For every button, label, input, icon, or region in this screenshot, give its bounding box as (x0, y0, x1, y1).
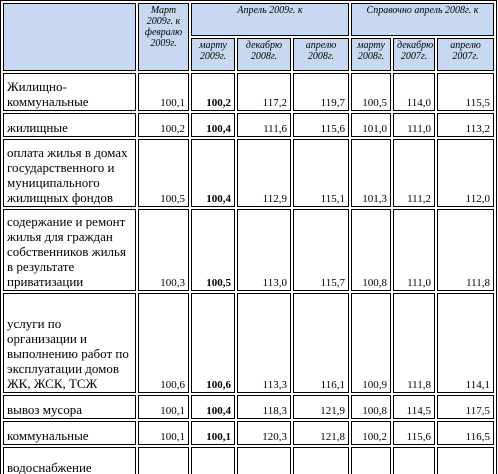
value-cell: 115,7 (293, 209, 350, 291)
value-cell: 115,1 (293, 139, 350, 207)
empty-cell (293, 447, 350, 474)
table-row: Жилищно-коммунальные 100,1 100,2 117,2 119,7… (3, 73, 494, 111)
value-cell: 100,6 (191, 293, 235, 393)
value-cell: 100,1 (138, 395, 189, 419)
header-cell: Март 2009г. к февралю 2009г. (138, 3, 189, 71)
table-row: коммунальные 100,1 100,1 120,3 121,8 100,2 115… (3, 421, 494, 445)
table-row: жилищные 100,2 100,4 111,6 115,6 101,0 111,0 11… (3, 113, 494, 137)
row-label: услуги по организации и выполнению работ… (3, 293, 136, 393)
table-row: оплата жилья в домах государственного и … (3, 139, 494, 207)
value-cell: 114,1 (437, 293, 494, 393)
value-cell: 112,9 (237, 139, 291, 207)
value-cell: 113,0 (237, 209, 291, 291)
subheader-cell: марту 2008г. (351, 38, 392, 71)
header-group: Апрель 2009г. к (191, 3, 350, 36)
value-cell: 101,3 (351, 139, 392, 207)
empty-cell (191, 447, 235, 474)
row-label: водоснабжение (3, 447, 136, 474)
empty-cell (237, 447, 291, 474)
value-cell: 100,8 (351, 209, 392, 291)
value-cell: 112,0 (437, 139, 494, 207)
value-cell: 111,2 (393, 139, 436, 207)
value-cell: 116,5 (437, 421, 494, 445)
value-cell: 101,0 (351, 113, 392, 137)
value-cell: 121,9 (293, 395, 350, 419)
value-cell: 100,5 (138, 139, 189, 207)
value-cell: 111,8 (437, 209, 494, 291)
empty-cell (351, 447, 392, 474)
value-cell: 111,0 (393, 113, 436, 137)
table-row: вывоз мусора 100,1 100,4 118,3 121,9 100,8 114… (3, 395, 494, 419)
row-label: оплата жилья в домах государственного и … (3, 139, 136, 207)
value-cell: 100,2 (191, 73, 235, 111)
table-row: услуги по организации и выполнению работ… (3, 293, 494, 393)
corner-cell (3, 3, 136, 71)
value-cell: 100,2 (138, 113, 189, 137)
value-cell: 114,5 (393, 395, 436, 419)
subheader-cell: декабрю 2008г. (237, 38, 291, 71)
value-cell: 115,6 (393, 421, 436, 445)
value-cell: 100,5 (191, 209, 235, 291)
value-cell: 100,6 (138, 293, 189, 393)
value-cell: 120,3 (237, 421, 291, 445)
empty-cell (138, 447, 189, 474)
value-cell: 114,0 (393, 73, 436, 111)
header-group: Справочно апрель 2008г. к (351, 3, 494, 36)
value-cell: 100,4 (191, 113, 235, 137)
row-label: коммунальные (3, 421, 136, 445)
value-cell: 115,5 (437, 73, 494, 111)
value-cell: 100,4 (191, 395, 235, 419)
value-cell: 117,2 (237, 73, 291, 111)
value-cell: 115,6 (293, 113, 350, 137)
table-row: водоснабжение (3, 447, 494, 474)
value-cell: 100,1 (138, 73, 189, 111)
subheader-cell: апрелю 2008г. (293, 38, 350, 71)
row-label: содержание и ремонт жилья для граждан со… (3, 209, 136, 291)
value-cell: 116,1 (293, 293, 350, 393)
value-cell: 117,5 (437, 395, 494, 419)
value-cell: 113,3 (237, 293, 291, 393)
value-cell: 100,4 (191, 139, 235, 207)
value-cell: 100,5 (351, 73, 392, 111)
row-label: Жилищно-коммунальные (3, 73, 136, 111)
value-cell: 100,1 (191, 421, 235, 445)
subheader-cell: марту 2009г. (191, 38, 235, 71)
value-cell: 111,6 (237, 113, 291, 137)
empty-cell (437, 447, 494, 474)
value-cell: 100,9 (351, 293, 392, 393)
row-label: жилищные (3, 113, 136, 137)
empty-cell (393, 447, 436, 474)
value-cell: 113,2 (437, 113, 494, 137)
subheader-cell: апрелю 2007г. (437, 38, 494, 71)
table-row: содержание и ремонт жилья для граждан со… (3, 209, 494, 291)
value-cell: 111,8 (393, 293, 436, 393)
value-cell: 100,3 (138, 209, 189, 291)
value-cell: 118,3 (237, 395, 291, 419)
value-cell: 121,8 (293, 421, 350, 445)
value-cell: 111,0 (393, 209, 436, 291)
value-cell: 100,8 (351, 395, 392, 419)
row-label: вывоз мусора (3, 395, 136, 419)
subheader-cell: декабрю 2007г. (393, 38, 436, 71)
value-cell: 100,2 (351, 421, 392, 445)
value-cell: 119,7 (293, 73, 350, 111)
value-cell: 100,1 (138, 421, 189, 445)
